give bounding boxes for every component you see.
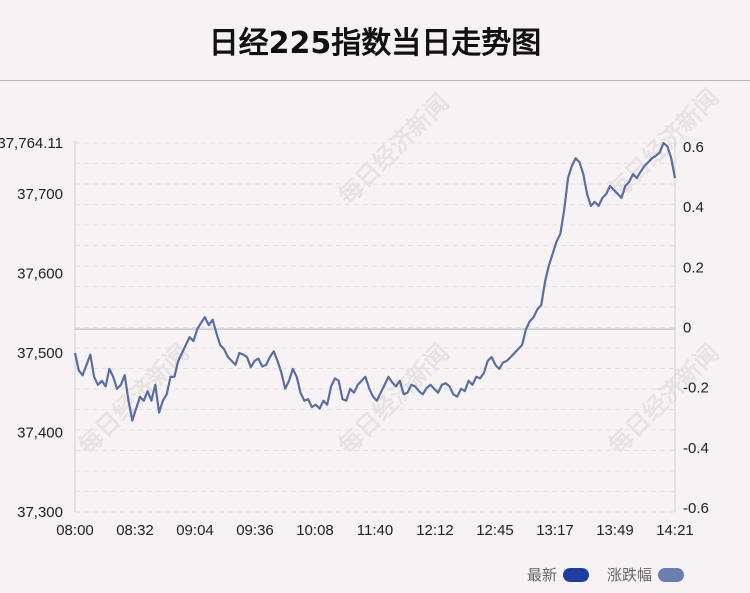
x-tick-label: 13:49 [596, 522, 634, 539]
x-tick-label: 12:12 [416, 522, 454, 539]
x-tick-label: 12:45 [476, 522, 514, 539]
y-left-tick-label: 37,600 [17, 265, 63, 282]
series-line [73, 141, 677, 422]
x-tick-label: 08:32 [116, 522, 154, 539]
legend: 最新 涨跌幅 [527, 564, 684, 585]
legend-swatch-change [658, 567, 684, 582]
y-right-tick-label: -0.4 [683, 440, 709, 457]
y-left-tick-label: 37,500 [17, 345, 63, 362]
x-tick-label: 11:40 [357, 522, 393, 539]
y-right-tick-label: 0 [683, 320, 691, 337]
y-right-tick-label: -0.6 [683, 500, 709, 517]
y-left-tick-label: 37,400 [17, 424, 63, 441]
y-right-tick-label: -0.2 [683, 380, 709, 397]
y-right-tick-label: 0.4 [683, 199, 704, 216]
x-tick-label: 09:04 [176, 522, 214, 539]
y-right-tick-label: 0.2 [683, 259, 704, 276]
title-divider [0, 80, 750, 81]
x-tick-label: 14:21 [656, 522, 694, 539]
y-right-tick-label: 0.6 [683, 139, 704, 156]
y-left-tick-label: 37,700 [17, 186, 63, 203]
x-tick-label: 09:36 [236, 522, 274, 539]
y-left-tick-label: 37,300 [17, 504, 63, 521]
legend-label-latest: 最新 [526, 566, 557, 584]
legend-swatch-latest [562, 567, 589, 582]
legend-label-change: 涨跌幅 [606, 566, 652, 584]
x-tick-label: 08:00 [56, 522, 94, 539]
x-tick-label: 13:17 [536, 522, 574, 539]
x-tick-label: 10:08 [296, 522, 334, 539]
y-left-tick-label: 37,764.11 [0, 135, 63, 152]
chart-title: 日经225指数当日走势图 [208, 26, 542, 61]
